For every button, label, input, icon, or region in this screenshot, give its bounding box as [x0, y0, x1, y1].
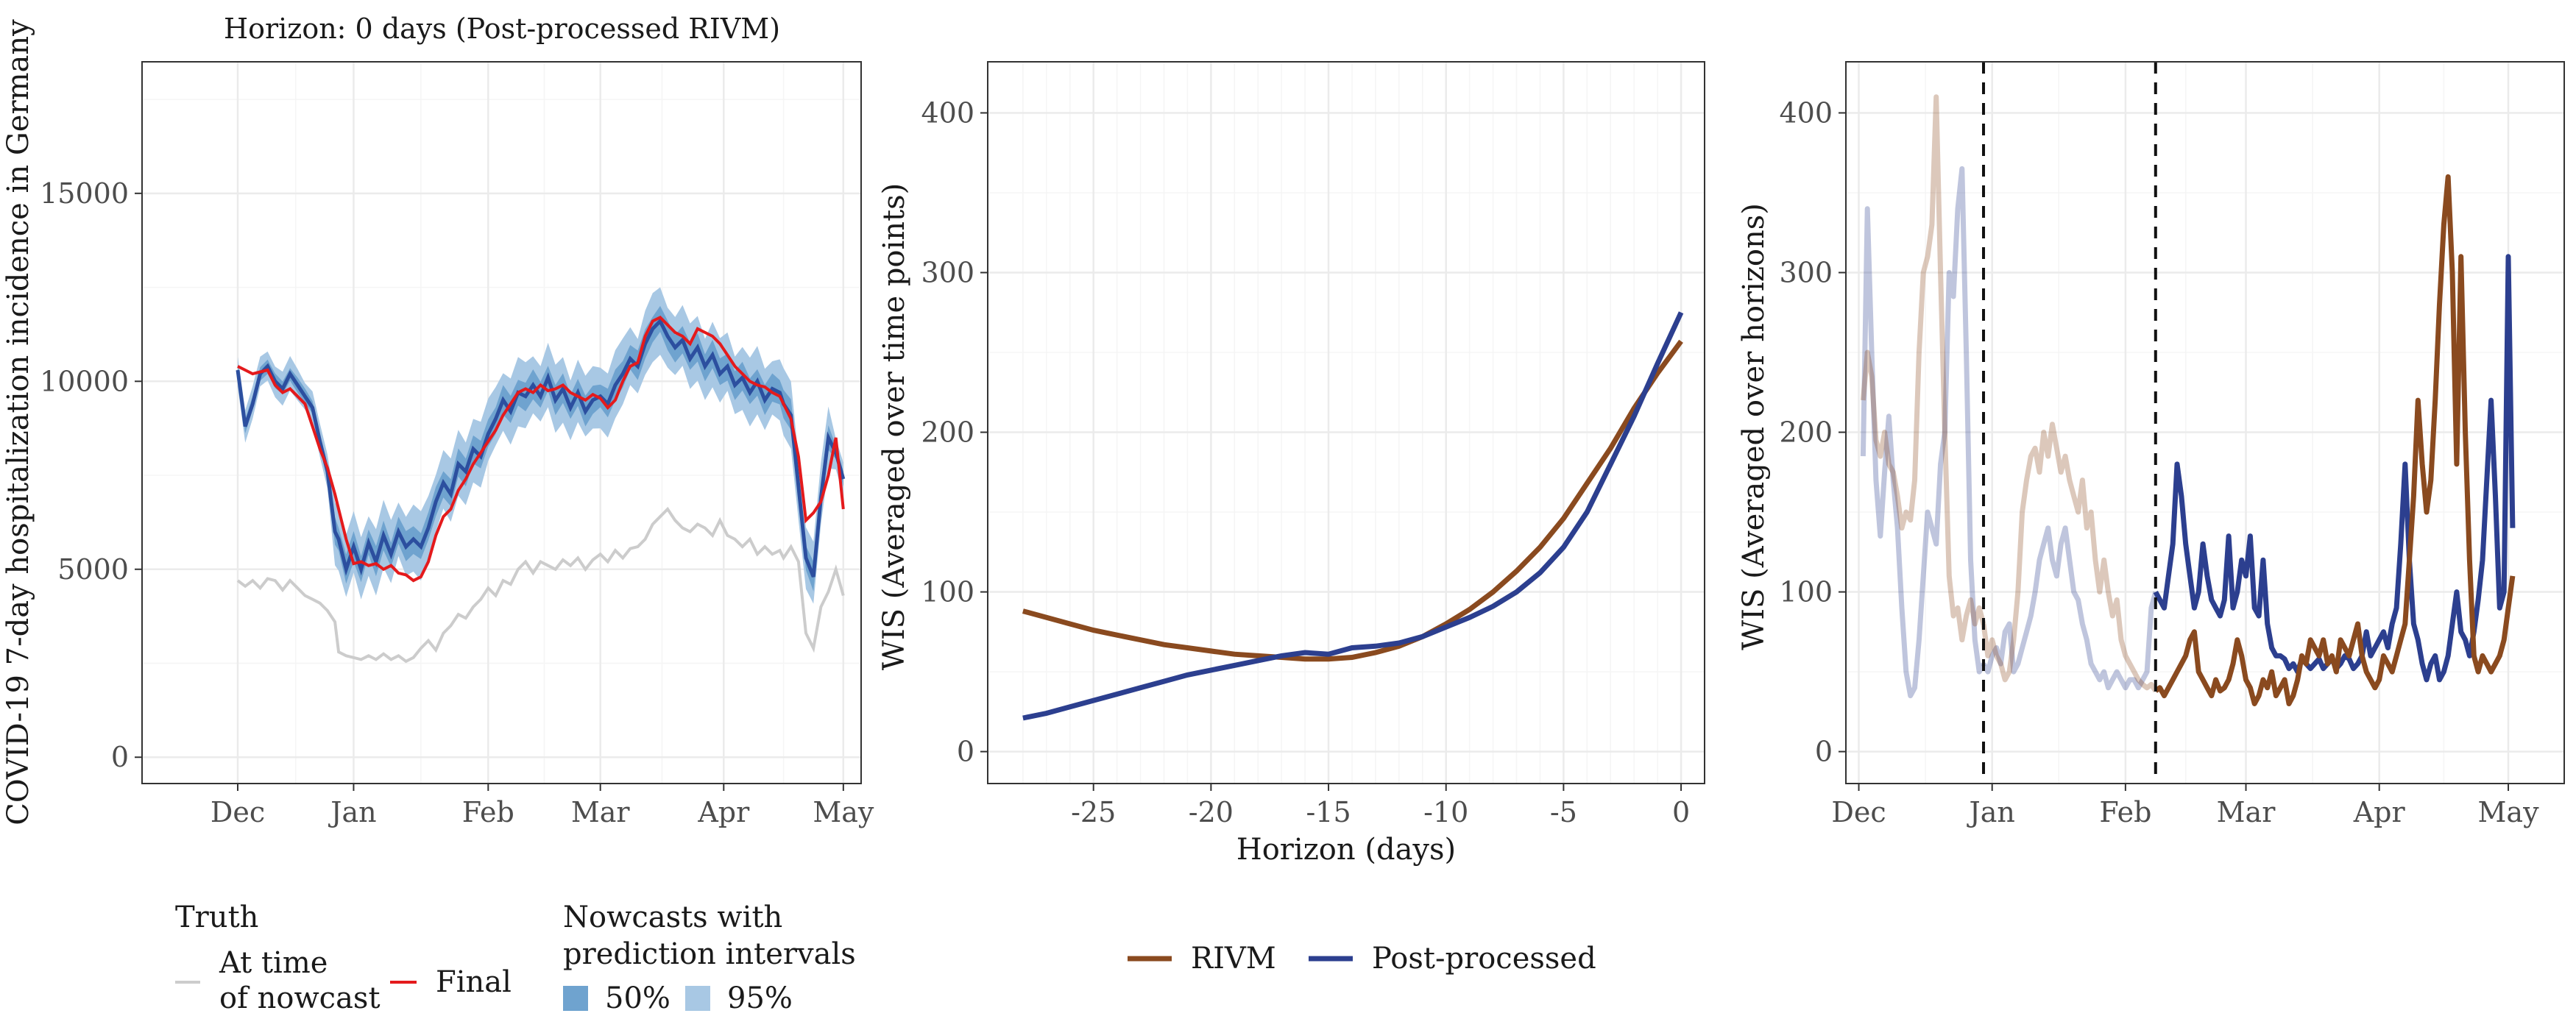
- panel2-y-label: WIS (Averaged over time points): [877, 183, 911, 671]
- panel-wis-horizon: 0 100 200 300 400 -25 -20 -15 -10 -5 0 Horizon (d…: [877, 61, 1705, 867]
- postprocessed-line: [1022, 311, 1684, 721]
- x-tick-label: Apr: [2353, 796, 2406, 828]
- x-tick-label: -20: [1189, 796, 1234, 828]
- panel1-title: Horizon: 0 days (Post-processed RIVM): [224, 13, 780, 45]
- legend-rivm-label: RIVM: [1191, 942, 1276, 976]
- x-tick-label: -15: [1306, 796, 1351, 828]
- truth-at-time-line: [236, 506, 845, 664]
- y-tick-label: 100: [921, 576, 974, 608]
- panel2-x-label: Horizon (days): [1236, 833, 1456, 867]
- panel2-x-ticks: -25 -20 -15 -10 -5 0: [1071, 784, 1690, 828]
- panel1-grid: [142, 62, 861, 784]
- panel3-vertical-lines: [1982, 62, 2157, 784]
- legend-nowcast-title-2: prediction intervals: [563, 937, 856, 971]
- x-tick-label: -10: [1423, 796, 1468, 828]
- panel2-border: [987, 61, 1705, 784]
- rivm-wis-segment: [1981, 422, 2158, 693]
- x-tick-label: Mar: [2217, 796, 2276, 828]
- y-tick-label: 400: [921, 96, 974, 129]
- truth-final-line: [237, 315, 845, 583]
- postprocessed-wis-segment: [1981, 525, 2159, 691]
- panel-wis-time: 0 100 200 300 400 Dec Jan Feb Mar Apr May WIS (Av…: [1737, 61, 2565, 828]
- panel1-y-ticks: 0 5000 10000 15000: [40, 177, 142, 773]
- legend-truth-title: Truth: [175, 901, 258, 934]
- legend-at-time-label-1: At time: [219, 946, 328, 980]
- x-tick-label: Dec: [1831, 796, 1886, 828]
- legend-postprocessed-label: Post-processed: [1372, 942, 1596, 976]
- panel2-y-ticks: 0 100 200 300 400: [921, 96, 988, 768]
- x-tick-label: Dec: [210, 796, 265, 828]
- y-tick-label: 5000: [57, 553, 129, 586]
- panel-nowcast: Horizon: 0 days (Post-processed RIVM) 0 5…: [1, 13, 874, 828]
- legend-truth-nowcast: Truth At time of nowcast Final Nowcasts …: [175, 901, 856, 1015]
- y-tick-label: 100: [1779, 576, 1833, 608]
- rivm-wis-segment: [1860, 94, 1986, 643]
- x-tick-label: Jan: [1967, 796, 2015, 828]
- panel1-x-ticks: Dec Jan Feb Mar Apr May: [210, 784, 874, 828]
- rivm-wis-segment: [2154, 174, 2516, 706]
- y-tick-label: 200: [921, 416, 974, 449]
- panel3-series: [1860, 94, 2516, 706]
- panel3-y-ticks: 0 100 200 300 400: [1779, 96, 1846, 768]
- legend-nowcast-title-1: Nowcasts with: [563, 901, 782, 934]
- panel2-background: [988, 62, 1705, 784]
- panel1-border: [141, 61, 862, 784]
- x-tick-label: May: [813, 796, 874, 828]
- y-tick-label: 200: [1779, 416, 1833, 449]
- x-tick-label: Apr: [697, 796, 750, 828]
- y-tick-label: 0: [1815, 736, 1833, 768]
- y-tick-label: 400: [1779, 96, 1833, 129]
- legend-pi50-label: 50%: [605, 981, 670, 1015]
- rivm-line: [1022, 339, 1683, 662]
- legend-pi95-label: 95%: [727, 981, 793, 1015]
- legend-final-label: Final: [436, 965, 512, 999]
- y-tick-label: 0: [111, 741, 129, 773]
- panel3-border: [1845, 61, 2565, 784]
- panel3-y-label: WIS (Averaged over horizons): [1737, 203, 1771, 650]
- y-tick-label: 15000: [40, 177, 129, 210]
- x-tick-label: -25: [1071, 796, 1116, 828]
- x-tick-label: May: [2478, 796, 2540, 828]
- y-tick-label: 0: [957, 736, 974, 768]
- x-tick-label: -5: [1550, 796, 1577, 828]
- panel1-y-label: COVID-19 7-day hospitalization incidence…: [1, 19, 35, 825]
- y-tick-label: 300: [1779, 256, 1833, 288]
- y-tick-label: 300: [921, 256, 974, 288]
- postprocessed-wis-segment: [1860, 166, 1986, 699]
- panel3-x-ticks: Dec Jan Feb Mar Apr May: [1831, 784, 2539, 828]
- legend-pi50-key: [563, 986, 588, 1011]
- panel1-intervals: [238, 287, 843, 604]
- y-tick-label: 10000: [40, 365, 129, 397]
- legend-pi95-key: [685, 986, 710, 1011]
- x-tick-label: Jan: [328, 796, 376, 828]
- x-tick-label: Feb: [462, 796, 514, 828]
- nowcast-median-line: [236, 318, 846, 578]
- legend-at-time-label-2: of nowcast: [219, 981, 381, 1015]
- x-tick-label: Feb: [2099, 796, 2151, 828]
- x-tick-label: 0: [1672, 796, 1690, 828]
- legend-methods: RIVM Post-processed: [1128, 942, 1596, 976]
- x-tick-label: Mar: [571, 796, 631, 828]
